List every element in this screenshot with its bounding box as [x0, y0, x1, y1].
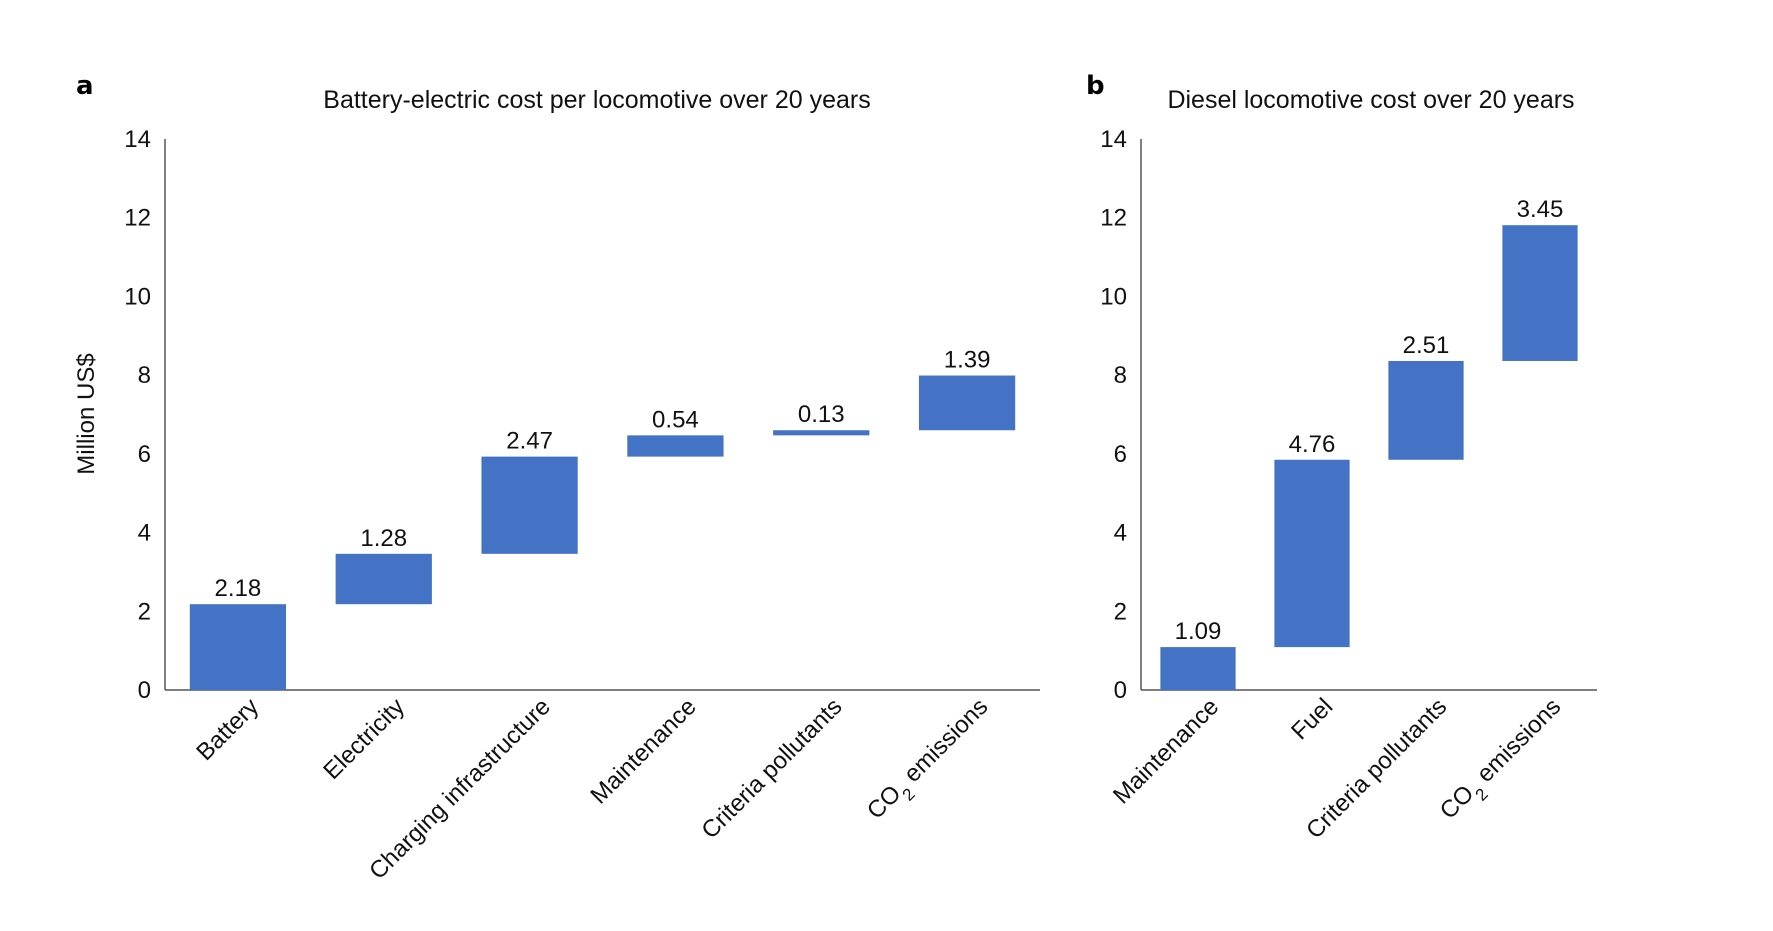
x-tick-label: CO2 emissions: [1435, 693, 1572, 830]
y-tick-label: 12: [1100, 205, 1127, 232]
bar: [1274, 459, 1350, 648]
bar: [773, 430, 870, 436]
panel-letter-a: a: [76, 71, 94, 101]
y-tick-label: 10: [124, 283, 151, 310]
bar: [481, 456, 578, 554]
data-label: 1.39: [944, 347, 991, 374]
bars-b: [1160, 225, 1578, 690]
y-tick-label: 6: [1114, 441, 1127, 468]
panel-a-battery-electric: a Battery-electric cost per locomotive o…: [73, 71, 1040, 885]
x-tick-label: Maintenance: [1108, 693, 1224, 809]
data-label: 0.54: [652, 406, 699, 433]
data-label: 1.09: [1175, 618, 1222, 645]
y-tick-label: 8: [138, 362, 151, 389]
data-label: 0.13: [798, 401, 845, 428]
bar: [627, 435, 724, 457]
y-tick-label: 0: [1114, 677, 1127, 704]
data-label: 2.47: [506, 428, 553, 455]
data-label: 3.45: [1517, 196, 1564, 223]
y-axis-label-a: Million US$: [73, 353, 100, 474]
y-tick-label: 10: [1100, 283, 1127, 310]
y-tick-label: 2: [138, 598, 151, 625]
y-ticks-b: 0 2 4 6 8 10 12 14: [1100, 126, 1127, 704]
y-tick-label: 14: [1100, 126, 1127, 153]
data-label: 4.76: [1289, 431, 1336, 458]
y-tick-label: 2: [1114, 598, 1127, 625]
x-tick-label: Fuel: [1286, 693, 1338, 745]
bar: [918, 375, 1016, 431]
y-tick-label: 4: [1114, 520, 1127, 547]
x-tick-label: CO2 emissions: [862, 693, 999, 830]
panel-letter-b: b: [1086, 71, 1105, 101]
bar: [1388, 360, 1464, 460]
y-ticks-a: 0 2 4 6 8 10 12 14: [124, 126, 151, 704]
x-tick-label: Criteria pollutants: [696, 693, 847, 844]
x-tick-label: Battery: [191, 693, 264, 766]
panel-b-diesel: b Diesel locomotive cost over 20 years 0…: [1086, 71, 1597, 844]
x-tick-label: Electricity: [318, 693, 410, 785]
value-labels-b: 1.09 4.76 2.51 3.45: [1175, 196, 1564, 645]
y-tick-label: 0: [138, 677, 151, 704]
bar: [1160, 647, 1236, 690]
data-label: 2.51: [1403, 332, 1450, 359]
bar: [335, 553, 432, 605]
bars-a: [189, 375, 1016, 690]
bar: [1502, 225, 1578, 361]
x-tick-label: Maintenance: [585, 693, 701, 809]
y-tick-label: 14: [124, 126, 151, 153]
bar: [189, 604, 287, 690]
data-label: 1.28: [360, 525, 407, 552]
y-tick-label: 4: [138, 520, 151, 547]
value-labels-a: 2.18 1.28 2.47 0.54 0.13 1.39: [215, 347, 991, 603]
y-tick-label: 12: [124, 205, 151, 232]
chart-title-a: Battery-electric cost per locomotive ove…: [323, 86, 870, 114]
chart-title-b: Diesel locomotive cost over 20 years: [1167, 86, 1574, 114]
data-label: 2.18: [215, 575, 262, 602]
y-tick-label: 8: [1114, 362, 1127, 389]
y-tick-label: 6: [138, 441, 151, 468]
